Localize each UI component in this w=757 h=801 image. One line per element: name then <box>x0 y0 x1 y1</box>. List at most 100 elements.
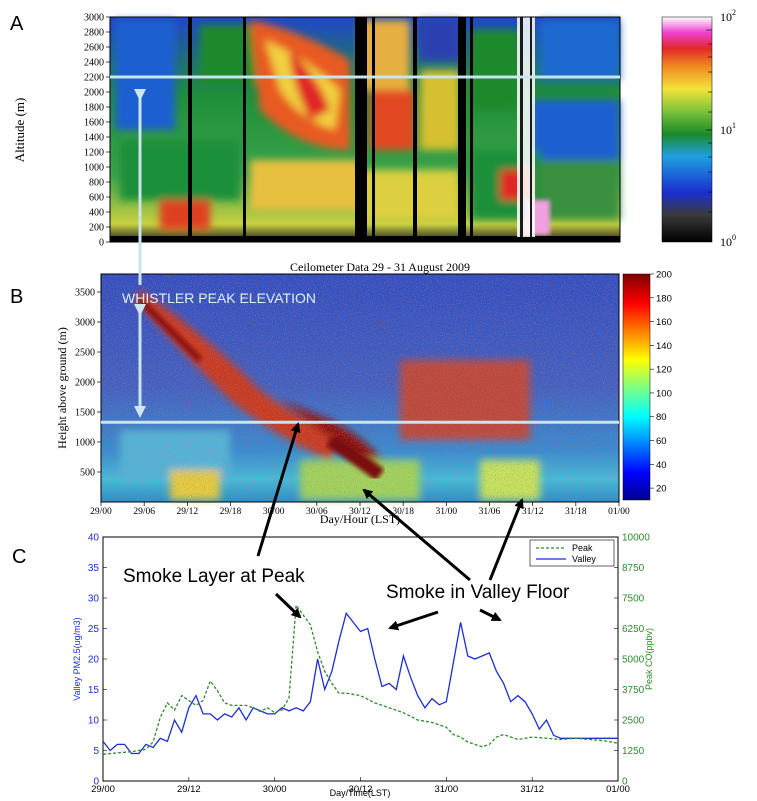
panel-b-xtick-label: 29/18 <box>220 507 242 517</box>
panel-c-ytick-left-label: 30 <box>88 594 100 605</box>
panel-c-ytick-right-label: 2500 <box>622 716 645 727</box>
panel-b-heatmap <box>101 274 619 502</box>
panel-b-colorbar-tick-label: 100 <box>656 388 672 399</box>
colorbar-label-1: 100 <box>720 233 736 249</box>
panel-c-frame <box>102 536 619 782</box>
panel-b-xtick-label: 30/00 <box>263 507 285 517</box>
panel-b-xtick-label: 30/06 <box>306 507 328 517</box>
panel-c-xtick-label: 29/00 <box>91 784 115 795</box>
panel-a-ytick-label: 3000 <box>84 13 104 24</box>
panel-c-legend: Peak Valley <box>529 539 615 567</box>
panel-b-xticks: 29/00 29/06 29/12 29/18 30/00 30/06 30/12 30/18… <box>90 502 630 517</box>
panel-c-ylabel-left: Valley PM2.5(ug/m3) <box>72 617 82 700</box>
panel-c-ytick-left-label: 0 <box>93 777 99 788</box>
panel-c-ytick-right-label: 7500 <box>622 594 645 605</box>
panel-c-ytick-right-label: 6250 <box>622 624 645 635</box>
panel-a-ytick-label: 1400 <box>84 133 104 144</box>
panel-c-xtick-label: 31/00 <box>434 784 458 795</box>
panel-b-colorbar <box>622 273 651 501</box>
panel-c-xtick-label: 29/12 <box>177 784 201 795</box>
panel-b-colorbar-ticks: 20 40 60 80 100 120 140 160 180 200 <box>650 270 672 495</box>
panel-b-xtick-label: 31/18 <box>565 507 587 517</box>
panel-c-ytick-right-label: 5000 <box>622 655 645 666</box>
panel-b-xtick-label: 31/12 <box>522 507 544 517</box>
panel-c-series <box>102 603 619 755</box>
panel-b-xtick-label: 29/00 <box>90 507 112 517</box>
colorbar-label-100: 102 <box>720 8 736 24</box>
panel-c-xlabel: Day/Time(LST) <box>330 788 391 798</box>
panel-a-ytick-label: 1600 <box>84 118 104 129</box>
panel-c-xtick-label: 30/12 <box>349 784 373 795</box>
panel-c-ytick-right-label: 10000 <box>622 533 650 544</box>
panel-a-caption: Ceilometer Data 29 - 31 August 2009 <box>290 260 470 274</box>
panel-a-ytick-label: 2200 <box>84 73 104 84</box>
panel-b-ytick-label: 2000 <box>75 378 95 389</box>
arrow-valley-right-up <box>488 498 524 581</box>
panel-a-ytick-label: 2800 <box>84 28 104 39</box>
panel-c-ytick-left-label: 5 <box>93 746 99 757</box>
panel-c-axes: 0 5 10 15 20 25 30 35 40 0 1250 2500 3750 5000 6250 750… <box>88 533 650 796</box>
panel-b-ytick-label: 2500 <box>75 348 95 359</box>
panel-b-yticks: 500 1000 1500 2000 2500 3000 3500 <box>75 288 101 479</box>
panel-b-ytick-label: 3000 <box>75 318 95 329</box>
arrow-valley-left-down <box>388 610 439 631</box>
whistler-peak-annotation: WHISTLER PEAK ELEVATION <box>122 290 316 306</box>
panel-b-xtick-label: 29/12 <box>177 507 199 517</box>
panel-b-colorbar-tick-label: 140 <box>656 341 672 352</box>
panel-c-ytick-left-label: 10 <box>88 716 100 727</box>
panel-b-ytick-label: 3500 <box>75 288 95 299</box>
smoke-valley-annotation: Smoke in Valley Floor <box>386 582 570 603</box>
legend-valley-label: Valley <box>572 554 596 564</box>
panel-c-ytick-right-label: 0 <box>622 777 628 788</box>
panel-a-ytick-label: 400 <box>89 208 104 219</box>
panel-b-ytick-label: 500 <box>80 468 95 479</box>
panel-c-ytick-right-label: 8750 <box>622 563 645 574</box>
series-peak-line <box>102 603 619 755</box>
panel-a-frame <box>109 16 621 243</box>
arrow-peak-down <box>274 592 302 619</box>
panel-b-ylabel: Height above ground (m) <box>55 327 69 449</box>
legend-peak-label: Peak <box>572 543 593 553</box>
panel-c-ytick-left-label: 20 <box>88 655 100 666</box>
smoke-peak-annotation: Smoke Layer at Peak <box>123 566 305 587</box>
panel-a-ytick-label: 1200 <box>84 148 104 159</box>
panel-b-xtick-label: 30/18 <box>392 507 414 517</box>
panel-b-xtick-label: 30/12 <box>349 507 371 517</box>
panel-a-label: A <box>10 13 24 35</box>
panel-a-ytick-label: 800 <box>89 178 104 189</box>
panel-a-yticks: 0 200 400 600 800 1000 1200 1400 1600 1800 2000 220… <box>84 13 110 249</box>
panel-b-colorbar-tick-label: 120 <box>656 365 672 376</box>
panel-b-ytick-label: 1000 <box>75 438 95 449</box>
panel-a-heatmap <box>110 17 620 242</box>
annotation-arrows <box>256 422 524 631</box>
panel-c-xtick-label: 01/00 <box>606 784 630 795</box>
arrow-peak-up <box>256 422 301 557</box>
panel-c-label: C <box>12 546 26 568</box>
panel-b-xtick-label: 01/00 <box>608 507 630 517</box>
panel-c-ytick-left-label: 25 <box>88 624 100 635</box>
panel-b-colorbar-tick-label: 20 <box>656 484 667 495</box>
panel-b-colorbar-tick-label: 40 <box>656 460 667 471</box>
panel-b-ytick-label: 1500 <box>75 408 95 419</box>
panel-b-xtick-label: 31/06 <box>479 507 501 517</box>
panel-b-colorbar-tick-label: 60 <box>656 436 667 447</box>
panel-c-ytick-right-label: 1250 <box>622 746 645 757</box>
panel-a-ylabel: Altitude (m) <box>12 98 27 163</box>
colorbar-label-10: 101 <box>720 121 736 137</box>
panel-c-ytick-left-label: 35 <box>88 563 100 574</box>
panel-c-ylabel-right: Peak CO(ppbv) <box>644 628 654 690</box>
series-valley-line <box>102 611 618 755</box>
panel-a-ytick-label: 0 <box>99 238 104 249</box>
panel-a-ytick-label: 2000 <box>84 88 104 99</box>
panel-a-ytick-label: 1800 <box>84 103 104 114</box>
panel-a-ytick-label: 2600 <box>84 43 104 54</box>
panel-b-colorbar-tick-label: 160 <box>656 317 672 328</box>
panel-a-colorbar <box>661 16 713 243</box>
panel-a-ytick-label: 200 <box>89 223 104 234</box>
arrow-valley-left-up <box>362 488 471 582</box>
panel-c-ytick-left-label: 15 <box>88 685 100 696</box>
panel-b-xtick-label: 31/00 <box>436 507 458 517</box>
panel-a-colorbar-ticks <box>706 29 712 213</box>
panel-a-ytick-label: 600 <box>89 193 104 204</box>
